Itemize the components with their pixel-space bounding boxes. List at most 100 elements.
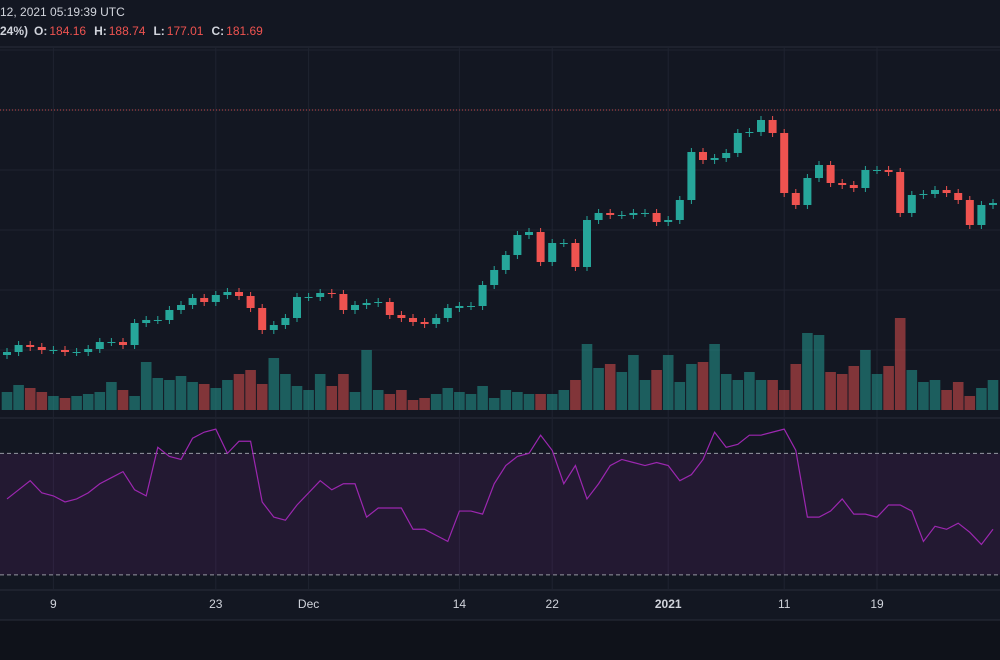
volume-bar — [813, 335, 825, 410]
x-tick-label: 19 — [870, 597, 884, 611]
volume-bar — [651, 370, 662, 410]
header-value: 177.01 — [167, 24, 204, 38]
volume-bar — [1, 392, 13, 410]
candle-body — [536, 232, 545, 262]
volume-bar — [802, 333, 813, 410]
candle-body — [815, 165, 823, 178]
volume-bar — [396, 390, 407, 410]
volume-bar — [407, 400, 419, 410]
volume-bar — [860, 350, 871, 410]
x-tick-label: 11 — [778, 597, 791, 611]
volume-bar — [71, 396, 82, 410]
candle-body — [664, 220, 673, 222]
candle-body — [907, 195, 916, 213]
candle-body — [327, 293, 336, 294]
volume-bar — [48, 396, 59, 410]
volume-bar — [720, 374, 732, 410]
x-tick-label: 9 — [50, 597, 57, 611]
candle-body — [989, 203, 997, 205]
candle-body — [768, 120, 777, 133]
volume-bar — [454, 392, 465, 410]
candle-body — [37, 347, 46, 350]
candle-body — [420, 322, 429, 324]
rsi-band — [0, 453, 1000, 575]
volume-bar — [987, 380, 999, 410]
volume-bar — [117, 390, 129, 410]
candle-body — [223, 292, 232, 295]
volume-bar — [767, 380, 778, 410]
candle-body — [362, 303, 371, 305]
volume-bar — [709, 344, 720, 410]
candle-body — [861, 170, 870, 188]
volume-bar — [825, 372, 836, 410]
header-time: 12, 2021 05:19:39 UTC — [0, 5, 125, 19]
x-tick-label: 14 — [453, 597, 467, 611]
header-change: 24%) — [0, 24, 28, 38]
volume-bar — [488, 398, 500, 410]
volume-bar — [245, 370, 256, 410]
volume-bar — [581, 344, 593, 410]
candle-body — [896, 172, 905, 213]
volume-bar — [59, 398, 71, 410]
candle-body — [733, 133, 742, 153]
volume-bar — [732, 380, 744, 410]
candle-body — [61, 350, 69, 352]
volume-bar — [222, 380, 233, 410]
volume-bar — [697, 362, 709, 410]
volume-bar — [140, 362, 152, 410]
volume-bar — [268, 358, 280, 410]
volume-bar — [419, 398, 430, 410]
volume-bar — [106, 382, 117, 410]
candle-body — [803, 178, 812, 205]
candle-body — [757, 120, 765, 132]
header-label: C: — [211, 24, 224, 38]
candle-body — [374, 302, 383, 303]
volume-bar — [430, 394, 442, 410]
candle-body — [652, 213, 661, 222]
candle-body — [397, 315, 406, 318]
volume-bar — [662, 355, 674, 410]
footer — [0, 620, 1000, 660]
volume-bar — [187, 382, 198, 410]
volume-bar — [500, 390, 512, 410]
candle-body — [95, 342, 104, 349]
candle-body — [490, 270, 499, 285]
volume-bar — [372, 390, 384, 410]
volume-bar — [593, 368, 604, 410]
candle-body — [443, 308, 452, 318]
candle-body — [258, 308, 267, 330]
candle-body — [339, 294, 348, 310]
volume-bar — [24, 388, 36, 410]
candle-body — [884, 170, 893, 172]
rsi-line — [6, 428, 994, 546]
candle-body — [687, 152, 696, 200]
candle-body — [942, 190, 951, 193]
candle-body — [722, 153, 731, 158]
candle-body — [304, 297, 313, 298]
volume-bar — [744, 372, 755, 410]
candle-body — [478, 285, 487, 306]
volume-bar — [82, 394, 94, 410]
candle-body — [177, 305, 185, 310]
candle-body — [409, 318, 417, 322]
x-tick-label: 23 — [209, 597, 223, 611]
candle-body — [351, 305, 359, 310]
header-label: O: — [34, 24, 47, 38]
candle-body — [119, 342, 127, 345]
candle-body — [919, 194, 928, 195]
candle-body — [467, 306, 475, 307]
volume-bar — [291, 386, 303, 410]
volume-bar — [233, 374, 245, 410]
x-tick-label: 2021 — [655, 597, 682, 611]
volume-bar — [349, 392, 361, 410]
candle-body — [72, 352, 81, 353]
x-tick-label: Dec — [298, 597, 319, 611]
volume-bar — [94, 392, 106, 410]
volume-bar — [164, 380, 175, 410]
volume-bar — [790, 364, 802, 410]
volume-bar — [778, 390, 790, 410]
candle-body — [675, 200, 684, 220]
candle-body — [594, 213, 603, 220]
candle-body — [548, 243, 557, 262]
volume-bar — [616, 372, 628, 410]
